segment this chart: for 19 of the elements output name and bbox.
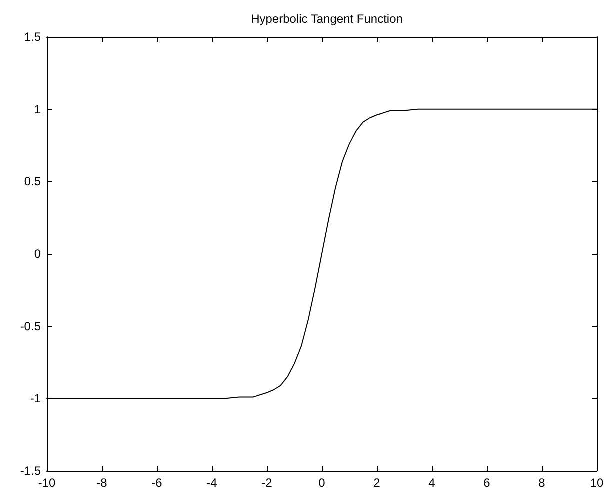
x-tick-label: 4	[428, 476, 436, 490]
x-tick-label: 6	[484, 476, 491, 490]
y-tick-label: 1	[34, 102, 42, 116]
y-tick-label: -0.5	[20, 319, 42, 334]
y-tick-label: 1.5	[24, 30, 42, 44]
y-tick-label: 0.5	[24, 174, 42, 189]
x-tick-label: -2	[262, 476, 273, 490]
y-tick-label: 0	[34, 247, 42, 261]
x-tick-label: -6	[152, 476, 163, 490]
x-tick-label: 10	[590, 476, 604, 490]
y-tick-label: -1	[30, 392, 42, 406]
y-tick-label: -1.5	[20, 464, 42, 478]
x-tick-label: -8	[96, 476, 108, 490]
x-tick-label: -10	[38, 476, 56, 490]
x-tick-label: 0	[318, 476, 326, 490]
x-tick-label: 2	[374, 476, 381, 490]
x-tick-label: -4	[206, 476, 218, 490]
x-tick-label: 8	[538, 476, 546, 490]
chart-title: Hyperbolic Tangent Function	[251, 12, 403, 26]
